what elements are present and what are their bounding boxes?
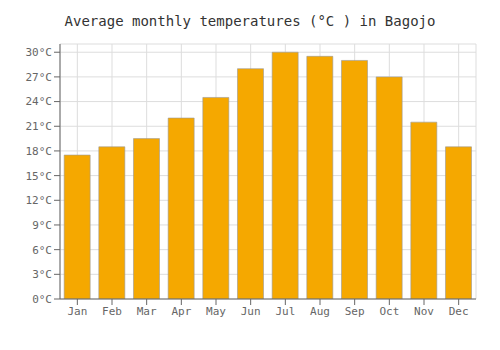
svg-text:Sep: Sep xyxy=(345,305,365,318)
svg-text:3°C: 3°C xyxy=(32,268,52,281)
svg-text:Nov: Nov xyxy=(414,305,434,318)
svg-text:6°C: 6°C xyxy=(32,244,52,257)
svg-text:0°C: 0°C xyxy=(32,293,52,306)
svg-text:24°C: 24°C xyxy=(26,95,53,108)
svg-text:9°C: 9°C xyxy=(32,219,52,232)
svg-text:Oct: Oct xyxy=(379,305,399,318)
svg-text:Jun: Jun xyxy=(241,305,261,318)
svg-text:18°C: 18°C xyxy=(26,145,53,158)
svg-text:27°C: 27°C xyxy=(26,71,53,84)
svg-text:Apr: Apr xyxy=(171,305,191,318)
svg-text:Dec: Dec xyxy=(449,305,469,318)
svg-text:15°C: 15°C xyxy=(26,170,53,183)
svg-text:21°C: 21°C xyxy=(26,120,53,133)
svg-text:May: May xyxy=(206,305,226,318)
svg-text:30°C: 30°C xyxy=(26,46,53,59)
svg-text:Aug: Aug xyxy=(310,305,330,318)
svg-text:Jan: Jan xyxy=(67,305,87,318)
svg-text:12°C: 12°C xyxy=(26,194,53,207)
svg-text:Feb: Feb xyxy=(102,305,122,318)
html-text:Average monthly temperatures (: Average monthly temperatures (°C ) in Ba… xyxy=(64,13,436,29)
svg-text:Mar: Mar xyxy=(137,305,157,318)
svg-text:Jul: Jul xyxy=(275,305,295,318)
